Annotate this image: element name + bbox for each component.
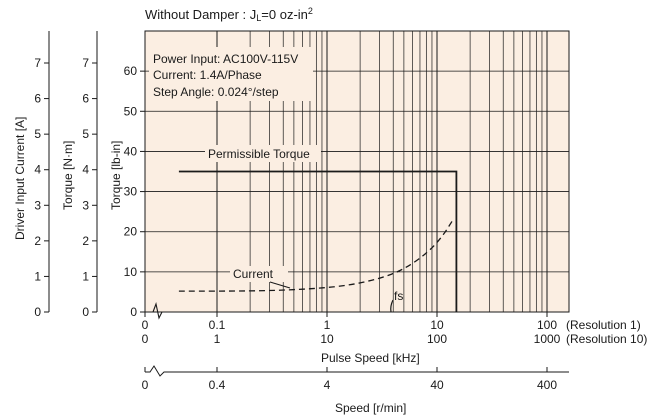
y-tick-label-torque-lbin: 40 bbox=[124, 144, 138, 158]
y-tick-label-torque-nm: 5 bbox=[82, 127, 89, 141]
annotation-current: Current: 1.4A/Phase bbox=[153, 68, 262, 82]
current-label-leader bbox=[269, 281, 291, 289]
x-tick-label-res10: 100 bbox=[427, 332, 447, 346]
annotation-fs: fs bbox=[394, 289, 403, 303]
annotation-power-input: Power Input: AC100V-115V bbox=[153, 52, 298, 66]
x-tick-label-speed: 0 bbox=[142, 378, 149, 392]
x-tick-label-speed: 400 bbox=[537, 378, 557, 392]
x-axis-label-speed: Speed [r/min] bbox=[335, 401, 406, 415]
x-tick-label-res1: 100 bbox=[537, 318, 557, 332]
y-tick-label-current: 5 bbox=[34, 127, 41, 141]
y-tick-label-current: 4 bbox=[34, 163, 41, 177]
x-break-marker bbox=[152, 302, 163, 320]
y-tick-label-current: 7 bbox=[34, 56, 41, 70]
y-tick-label-current: 0 bbox=[34, 305, 41, 319]
current-label-bg bbox=[230, 266, 288, 282]
x-tick-label-res10: 0 bbox=[142, 332, 149, 346]
chart-title: Without Damper : JL=0 oz-in2 bbox=[145, 6, 313, 23]
x-tick-label-res1: 1 bbox=[324, 318, 331, 332]
x-suffix-res10: (Resolution 10) bbox=[566, 332, 647, 346]
y-tick-label-torque-nm: 3 bbox=[82, 198, 89, 212]
y-tick-label-torque-lbin: 0 bbox=[130, 305, 137, 319]
y-tick-label-torque-lbin: 10 bbox=[124, 265, 138, 279]
annotation-box bbox=[149, 47, 313, 101]
x-tick-label-res1: 0 bbox=[142, 318, 149, 332]
y-tick-label-current: 1 bbox=[34, 269, 41, 283]
y-tick-label-torque-nm: 0 bbox=[82, 305, 89, 319]
y-tick-label-torque-lbin: 60 bbox=[124, 64, 138, 78]
y-tick-label-current: 3 bbox=[34, 198, 41, 212]
x-axis-label-pulse: Pulse Speed [kHz] bbox=[321, 351, 420, 365]
y-tick-label-torque-nm: 7 bbox=[82, 56, 89, 70]
y-tick-label-torque-nm: 1 bbox=[82, 269, 89, 283]
series-current bbox=[178, 219, 454, 292]
y-tick-label-torque-lbin: 30 bbox=[124, 185, 138, 199]
fs-marker bbox=[390, 299, 394, 313]
y-tick-label-torque-nm: 6 bbox=[82, 92, 89, 106]
x-tick-label-speed: 0.4 bbox=[209, 378, 226, 392]
y-tick-label-torque-nm: 2 bbox=[82, 234, 89, 248]
permissible-label-bg bbox=[205, 145, 321, 162]
y-tick-label-current: 2 bbox=[34, 234, 41, 248]
x-tick-label-res1: 0.1 bbox=[209, 318, 226, 332]
series-permissible-torque bbox=[178, 170, 458, 312]
y-axis-label-torque-lbin: Torque [lb-in] bbox=[109, 141, 123, 210]
y-axes: 0 1 2 3 4 5 6 7 0 1 2 3 4 5 6 7 0 10 20 30 40 50 60 bbox=[34, 31, 146, 319]
x-tick-label-res10: 10 bbox=[320, 332, 334, 346]
series-label-permissible-torque: Permissible Torque bbox=[208, 147, 310, 161]
x-tick-label-res1: 10 bbox=[430, 318, 444, 332]
x-suffix-res1: (Resolution 1) bbox=[566, 318, 641, 332]
y-tick-label-torque-lbin: 20 bbox=[124, 225, 138, 239]
y-axis-label-torque-nm: Torque [N·m] bbox=[61, 141, 75, 210]
x-tick-label-res10: 1000 bbox=[534, 332, 561, 346]
y-tick-label-torque-lbin: 50 bbox=[124, 104, 138, 118]
annotation-step-angle: Step Angle: 0.024°/step bbox=[153, 85, 279, 99]
y-axis-label-current: Driver Input Current [A] bbox=[13, 117, 27, 240]
series-label-current: Current bbox=[233, 267, 274, 281]
y-tick-label-torque-nm: 4 bbox=[82, 163, 89, 177]
speed-axis-line bbox=[145, 365, 569, 377]
y-tick-label-current: 6 bbox=[34, 92, 41, 106]
x-tick-label-speed: 4 bbox=[324, 378, 331, 392]
x-tick-label-res10: 1 bbox=[214, 332, 221, 346]
x-tick-label-speed: 40 bbox=[430, 378, 444, 392]
